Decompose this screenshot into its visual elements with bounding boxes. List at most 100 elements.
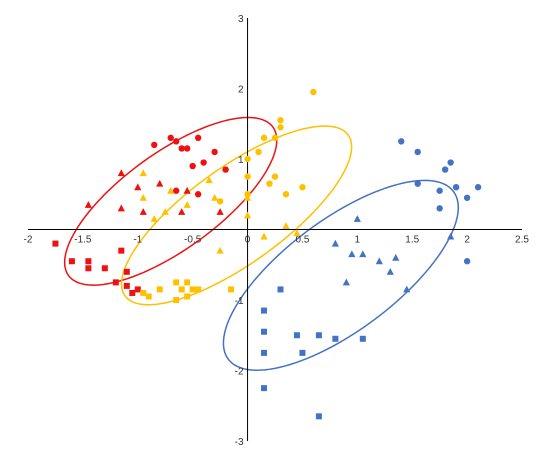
x-tick-label: -0.5 — [184, 235, 202, 246]
ellipse-blue — [222, 179, 460, 371]
yellow-triangle-point — [205, 176, 213, 184]
yellow-triangle-point — [183, 201, 191, 208]
red-square-point — [123, 282, 130, 289]
blue-circle-point — [436, 205, 443, 212]
blue-circle-point — [474, 184, 482, 191]
red-circle-point — [167, 134, 174, 142]
yellow-circle-point — [244, 155, 251, 163]
red-triangle-point — [216, 208, 224, 215]
red-square-point — [129, 289, 136, 296]
blue-triangle-point — [331, 239, 339, 247]
yellow-triangle-point — [282, 222, 290, 229]
red-circle-point — [183, 145, 191, 152]
y-tick-label: -2 — [235, 367, 244, 378]
red-square-point — [134, 286, 141, 293]
yellow-circle-point — [244, 173, 251, 180]
x-tick-label: -1.5 — [74, 235, 92, 246]
yellow-circle-point — [266, 180, 273, 187]
blue-triangle-point — [375, 257, 383, 265]
red-triangle-point — [156, 179, 164, 187]
x-tick-label: 2.5 — [515, 235, 529, 246]
blue-circle-point — [463, 194, 471, 201]
yellow-square-point — [145, 293, 152, 300]
red-circle-point — [222, 166, 229, 173]
blue-circle-point — [414, 148, 421, 156]
yellow-triangle-point — [243, 211, 252, 219]
blue-triangle-point — [342, 278, 350, 286]
yellow-circle-point — [310, 88, 317, 96]
red-square-point — [52, 240, 59, 247]
x-tick-labels: -2 -1.5 -1 -0.5 0 0.5 1 1.5 2 2.5 — [24, 235, 530, 246]
yellow-triangle-point — [216, 246, 224, 254]
blue-square-point — [261, 307, 268, 314]
red-triangle-point — [117, 169, 125, 177]
yellow-triangle-point — [161, 208, 169, 215]
yellow-square-point — [156, 286, 163, 293]
axis-layer — [28, 18, 522, 441]
red-square-point — [101, 265, 108, 272]
blue-circle-point — [463, 258, 471, 265]
red-square-point — [112, 279, 119, 286]
blue-circle-point — [414, 180, 421, 187]
red-circle-point — [194, 134, 202, 142]
blue-square-point — [299, 349, 306, 356]
x-tick-label: -1 — [133, 235, 142, 246]
yellow-circle-point — [299, 184, 306, 191]
yellow-circle-point — [271, 173, 279, 180]
blue-circle-point — [447, 159, 454, 166]
red-circle-point — [173, 138, 180, 145]
blue-triangle-point — [386, 268, 394, 275]
blue-square-point — [261, 328, 268, 335]
yellow-triangle-point — [243, 193, 252, 201]
yellow-square-point — [173, 297, 180, 303]
yellow-square-point — [184, 279, 191, 286]
y-tick-label: -3 — [235, 437, 244, 448]
x-tick-label: 2 — [464, 235, 470, 246]
blue-circle-point — [441, 166, 449, 173]
red-triangle-point — [178, 208, 186, 215]
blue-triangle-point — [359, 250, 367, 258]
red-circle-point — [194, 191, 202, 198]
x-tick-label: 0.5 — [295, 235, 309, 246]
yellow-square-point — [228, 286, 235, 293]
red-triangle-point — [183, 186, 191, 194]
red-circle-point — [200, 159, 207, 166]
yellow-circle-point — [271, 134, 279, 142]
red-circle-point — [173, 187, 180, 194]
blue-square-point — [332, 335, 339, 342]
y-tick-label: 1 — [238, 155, 244, 166]
yellow-square-point — [173, 279, 180, 286]
yellow-circle-point — [277, 124, 284, 131]
y-tick-label: -1 — [235, 296, 244, 307]
red-circle-point — [151, 141, 158, 149]
blue-triangle-point — [447, 232, 455, 240]
y-tick-labels: -3 -2 -1 1 2 3 — [235, 14, 244, 448]
red-square-point — [85, 265, 92, 272]
y-tick-label: 3 — [238, 14, 244, 25]
yellow-square-point — [178, 286, 185, 293]
yellow-circle-point — [277, 117, 284, 124]
yellow-circle-point — [260, 134, 268, 142]
y-tick-label: 2 — [238, 85, 244, 96]
yellow-square-point — [184, 293, 191, 300]
yellow-triangle-point — [167, 186, 175, 194]
yellow-triangle-point — [139, 169, 147, 177]
red-triangle-point — [134, 183, 142, 191]
red-circle-point — [211, 148, 218, 156]
red-circle-point — [178, 145, 185, 152]
red-square-point — [118, 247, 125, 254]
red-triangle-point — [84, 201, 92, 208]
blue-circle-point — [398, 138, 405, 145]
blue-square-point — [293, 332, 300, 339]
yellow-triangle-point — [139, 193, 147, 201]
blue-square-point — [359, 335, 366, 342]
blue-square-point — [315, 413, 322, 420]
blue-square-point — [261, 349, 268, 356]
blue-triangle-point — [392, 253, 400, 261]
yellow-circle-point — [282, 191, 290, 198]
yellow-square-point — [140, 289, 147, 296]
x-tick-label: 0 — [245, 235, 251, 246]
blue-square-point — [261, 385, 268, 392]
